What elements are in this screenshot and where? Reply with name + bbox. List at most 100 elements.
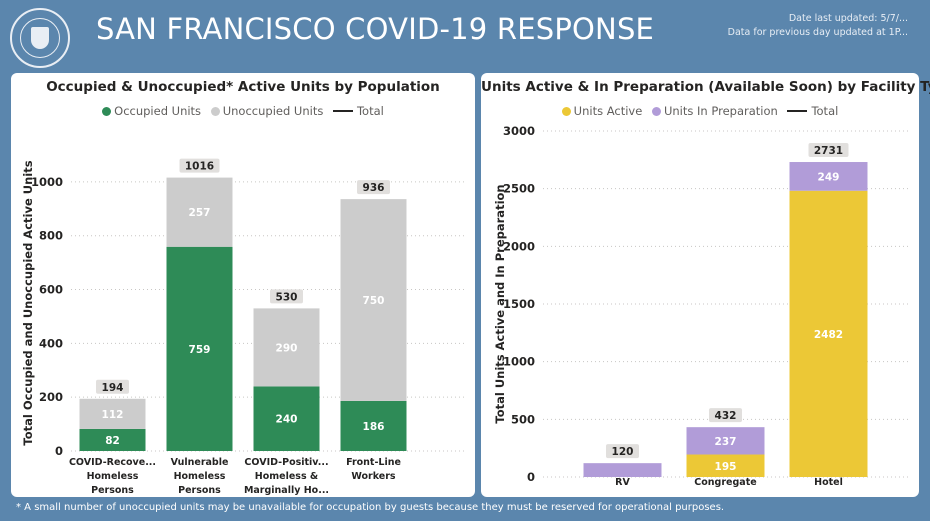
bar-segment-upper	[583, 463, 662, 477]
legend-item-in-preparation[interactable]: Units In Preparation	[651, 104, 778, 118]
active-dot-icon	[561, 107, 571, 116]
bar-segment-upper	[789, 162, 868, 191]
y-axis-title: Total Units Active and In Preparation	[493, 184, 507, 423]
footnote: * A small number of unoccupied units may…	[16, 502, 725, 513]
in-preparation-dot-icon	[651, 107, 661, 116]
data-update-time: Data for previous day updated at 1P...	[727, 27, 908, 38]
bar-segment-lower	[79, 428, 146, 451]
x-category-label: COVID-Recove...	[69, 457, 156, 468]
bar-segment-upper	[166, 177, 233, 247]
y-tick-label: 200	[39, 390, 63, 404]
total-label: 432	[715, 410, 737, 422]
y-tick-label: 2500	[503, 182, 535, 196]
legend-label-total-2: Total	[811, 104, 839, 118]
occupied-dot-icon	[102, 107, 112, 116]
y-axis-title: Total Occupied and Unoccupied Active Uni…	[21, 160, 35, 445]
y-tick-label: 0	[55, 444, 63, 458]
total-line-icon	[332, 110, 353, 112]
legend-label-total: Total	[356, 104, 384, 118]
x-category-label: RV	[615, 477, 630, 488]
bar-data-label: 240	[276, 414, 298, 426]
x-category-label: Hotel	[814, 477, 843, 488]
y-tick-label: 1500	[503, 297, 535, 311]
date-last-updated: Date last updated: 5/7/...	[788, 13, 908, 24]
total-label: 1016	[185, 161, 214, 173]
seal-shield-icon	[31, 27, 49, 49]
page-title: SAN FRANCISCO COVID-19 RESPONSE	[96, 12, 655, 46]
x-category-label: Persons	[178, 485, 221, 496]
bar-data-label: 112	[102, 409, 124, 421]
total-label: 936	[363, 182, 385, 194]
legend-label-in-preparation: Units In Preparation	[663, 104, 778, 118]
legend-item-total[interactable]: Total	[332, 104, 384, 118]
y-tick-label: 600	[39, 283, 63, 297]
bar-data-label: 257	[189, 207, 211, 219]
facility-chart-plot: 0 500 1000 1500 2000 2500 3000 Total Units Acti…	[493, 124, 911, 488]
legend-item-unoccupied[interactable]: Unoccupied Units	[210, 104, 324, 118]
x-category-label: Vulnerable	[171, 457, 229, 468]
bar-segment-lower	[789, 190, 868, 477]
bar-data-label: 195	[715, 461, 737, 473]
y-tick-label: 800	[39, 229, 63, 243]
total-label-box	[96, 379, 129, 394]
total-line-icon	[787, 110, 808, 112]
population-chart-panel: Occupied & Unoccupied* Active Units by P…	[11, 73, 475, 497]
bar-data-label: 290	[276, 342, 298, 354]
bar-segment-upper	[686, 427, 765, 455]
facility-chart-legend: Units Active Units In Preparation Total	[481, 104, 919, 118]
seal-ring	[20, 18, 60, 58]
x-category-label: Homeless	[174, 471, 226, 482]
unoccupied-dot-icon	[210, 107, 220, 116]
total-label-box	[179, 158, 220, 173]
bar-data-label: 82	[105, 435, 120, 447]
bar-segment-lower	[686, 454, 765, 477]
total-label-box	[709, 408, 742, 423]
total-label: 194	[102, 382, 124, 394]
city-seal-logo	[10, 8, 70, 68]
y-tick-label: 500	[511, 412, 535, 426]
bar-data-label: 186	[363, 421, 385, 433]
population-chart-title: Occupied & Unoccupied* Active Units by P…	[46, 79, 440, 95]
y-tick-label: 1000	[31, 175, 63, 189]
bar-segment-upper	[79, 398, 146, 429]
x-category-label: Homeless &	[255, 471, 318, 482]
legend-item-total-2[interactable]: Total	[787, 104, 838, 118]
facility-chart-title: Units Active & In Preparation (Available…	[481, 79, 930, 95]
y-tick-label: 3000	[503, 124, 535, 138]
bar-data-label: 249	[818, 171, 840, 183]
facility-chart-panel: Units Active & In Preparation (Available…	[481, 73, 930, 497]
total-label-box	[270, 289, 303, 304]
legend-label-active: Units Active	[573, 104, 643, 118]
x-category-label: Homeless	[87, 471, 139, 482]
bar-segment-lower	[166, 246, 233, 451]
header: SAN FRANCISCO COVID-19 RESPONSE Date las…	[0, 0, 930, 68]
bar-segment-upper	[340, 199, 407, 401]
x-category-label: COVID-Positiv...	[244, 457, 328, 468]
bar-segment-lower	[340, 400, 407, 451]
total-label: 530	[276, 291, 298, 303]
legend-label-occupied: Occupied Units	[114, 104, 202, 118]
bar-segment-upper	[253, 308, 320, 387]
legend-item-occupied[interactable]: Occupied Units	[102, 104, 201, 118]
total-label: 120	[612, 446, 634, 458]
legend-label-unoccupied: Unoccupied Units	[222, 104, 324, 118]
y-tick-label: 2000	[503, 239, 535, 253]
total-label-box	[606, 444, 639, 459]
x-category-label: Marginally Ho...	[244, 485, 329, 496]
y-tick-label: 0	[527, 470, 535, 484]
bar-data-label: 750	[363, 295, 385, 307]
population-chart-legend: Occupied Units Unoccupied Units Total	[11, 104, 475, 118]
bar-data-label: 759	[189, 344, 211, 356]
x-category-label: Persons	[91, 485, 134, 496]
y-tick-label: 400	[39, 336, 63, 350]
x-category-label: Workers	[351, 471, 396, 482]
legend-item-active[interactable]: Units Active	[561, 104, 643, 118]
bar-data-label: 2482	[814, 329, 843, 341]
total-label-box	[357, 180, 390, 195]
total-label: 2731	[814, 145, 843, 157]
bar-segment-lower	[253, 386, 320, 451]
y-tick-label: 1000	[503, 355, 535, 369]
update-info: Date last updated: 5/7/... Data for prev…	[728, 12, 908, 40]
x-category-label: Front-Line	[346, 457, 401, 468]
